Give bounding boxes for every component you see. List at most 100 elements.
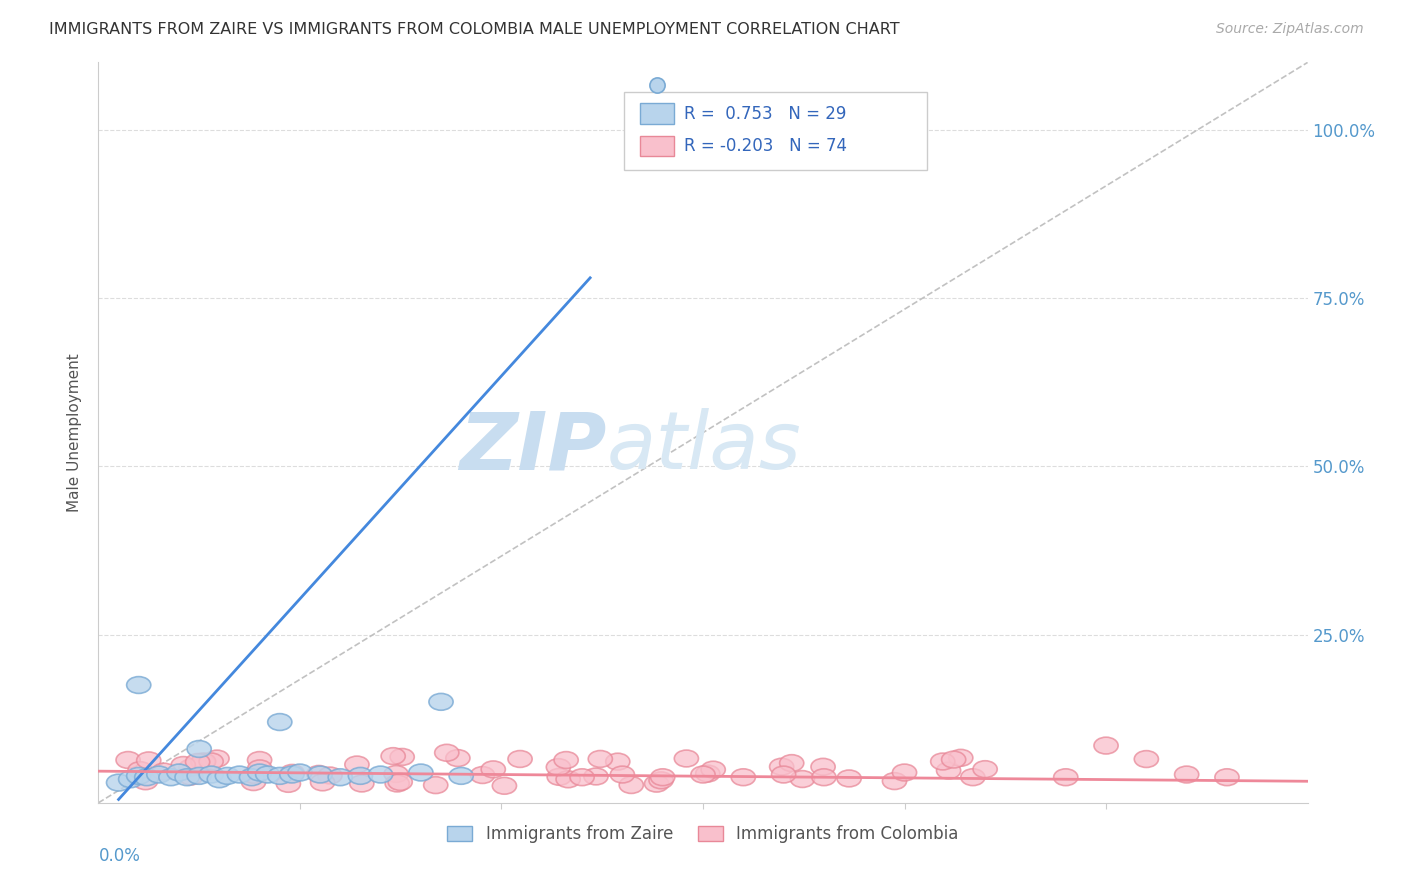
Ellipse shape [308,766,332,783]
Ellipse shape [187,767,211,784]
Text: ZIP: ZIP [458,409,606,486]
Ellipse shape [127,677,150,693]
Ellipse shape [675,750,699,767]
Ellipse shape [949,749,973,766]
Ellipse shape [118,771,143,788]
Text: 0.0%: 0.0% [98,847,141,865]
Ellipse shape [481,761,505,778]
Ellipse shape [186,754,209,771]
Ellipse shape [508,750,531,767]
Ellipse shape [1215,769,1239,786]
FancyBboxPatch shape [640,136,673,156]
Ellipse shape [446,749,470,766]
Text: R = -0.203   N = 74: R = -0.203 N = 74 [683,137,846,155]
Ellipse shape [423,777,449,794]
Ellipse shape [381,747,405,764]
Ellipse shape [409,764,433,780]
Ellipse shape [1094,737,1118,754]
Ellipse shape [1135,751,1159,767]
Ellipse shape [569,769,595,786]
Ellipse shape [159,769,183,786]
Ellipse shape [277,775,301,792]
Ellipse shape [384,765,408,782]
Ellipse shape [215,767,239,784]
Ellipse shape [247,764,271,780]
Ellipse shape [267,767,292,784]
Ellipse shape [385,775,409,792]
Ellipse shape [307,765,330,782]
Ellipse shape [256,766,280,783]
Ellipse shape [318,767,342,784]
Ellipse shape [1174,766,1199,783]
Ellipse shape [837,770,862,787]
Ellipse shape [174,769,200,786]
Ellipse shape [389,748,415,765]
Ellipse shape [349,767,373,784]
Ellipse shape [960,769,986,786]
Ellipse shape [267,714,292,731]
Ellipse shape [228,766,252,783]
Ellipse shape [555,771,581,788]
Ellipse shape [583,768,607,785]
Ellipse shape [280,766,304,783]
Ellipse shape [893,764,917,780]
Ellipse shape [811,758,835,775]
Ellipse shape [311,774,335,790]
Ellipse shape [200,766,224,783]
Ellipse shape [242,773,266,790]
Ellipse shape [167,764,191,780]
Ellipse shape [769,758,794,775]
Ellipse shape [179,768,202,785]
FancyBboxPatch shape [640,103,673,124]
Ellipse shape [187,740,211,757]
Ellipse shape [931,753,955,770]
Ellipse shape [702,761,725,778]
Ellipse shape [547,768,571,785]
Ellipse shape [288,764,312,780]
Ellipse shape [247,760,271,777]
Text: R =  0.753   N = 29: R = 0.753 N = 29 [683,104,846,122]
Ellipse shape [200,753,224,770]
Ellipse shape [1053,769,1078,786]
Ellipse shape [790,771,814,788]
Ellipse shape [328,769,353,786]
Ellipse shape [779,755,804,772]
Text: Source: ZipAtlas.com: Source: ZipAtlas.com [1216,22,1364,37]
Ellipse shape [152,764,176,780]
Y-axis label: Male Unemployment: Male Unemployment [67,353,83,512]
Ellipse shape [136,752,160,769]
Ellipse shape [191,754,215,771]
Ellipse shape [619,777,644,794]
Text: atlas: atlas [606,409,801,486]
Ellipse shape [610,766,634,783]
Ellipse shape [350,775,374,792]
Ellipse shape [242,766,266,783]
Ellipse shape [492,777,516,794]
Ellipse shape [936,762,960,779]
Ellipse shape [731,769,755,786]
Ellipse shape [128,762,152,779]
Ellipse shape [651,769,675,786]
Ellipse shape [644,775,669,792]
Ellipse shape [942,751,966,768]
Ellipse shape [554,752,578,768]
Ellipse shape [368,766,392,783]
Ellipse shape [134,772,157,789]
Ellipse shape [117,752,141,768]
Ellipse shape [973,761,997,778]
Ellipse shape [696,765,720,782]
Ellipse shape [146,766,172,783]
Ellipse shape [239,769,264,786]
Ellipse shape [650,772,673,789]
Ellipse shape [135,769,159,786]
Ellipse shape [471,766,495,783]
FancyBboxPatch shape [624,92,927,169]
Ellipse shape [344,756,368,773]
Legend: Immigrants from Zaire, Immigrants from Colombia: Immigrants from Zaire, Immigrants from C… [440,819,966,850]
Ellipse shape [811,769,837,786]
Ellipse shape [772,766,796,783]
Ellipse shape [588,750,613,767]
Ellipse shape [179,759,202,776]
Ellipse shape [207,771,232,788]
Ellipse shape [690,766,716,783]
